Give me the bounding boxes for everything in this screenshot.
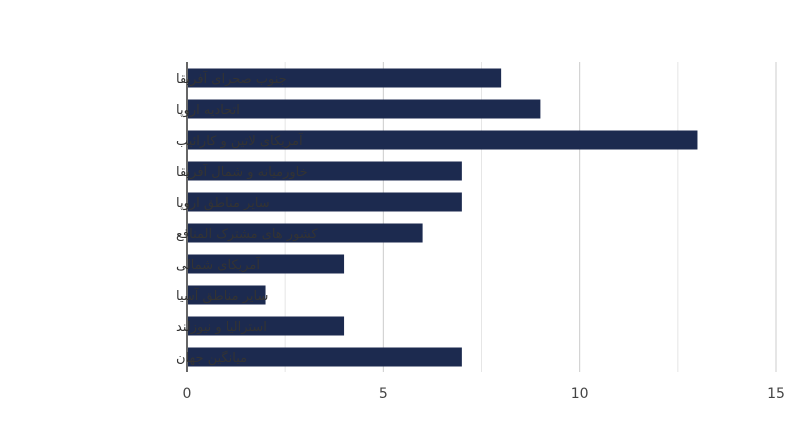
bar[interactable] bbox=[188, 130, 698, 150]
bar[interactable] bbox=[188, 99, 541, 119]
bar[interactable] bbox=[188, 223, 423, 243]
bar[interactable] bbox=[188, 254, 345, 274]
bars bbox=[188, 68, 698, 367]
x-tick-label: 5 bbox=[379, 386, 388, 402]
bar[interactable] bbox=[188, 161, 462, 181]
category-label: خاورمیانه و شمال آفریقا bbox=[176, 163, 308, 180]
x-tick-label: 15 bbox=[767, 386, 785, 402]
x-tick-label: 10 bbox=[571, 386, 589, 402]
bar[interactable] bbox=[188, 285, 266, 305]
category-label: آمریکای لاتین و کارائیب bbox=[176, 132, 304, 149]
category-label: سایر مناطق اروپا bbox=[176, 196, 270, 211]
bar[interactable] bbox=[188, 192, 462, 212]
x-axis-tick-labels: 0 5 10 15 bbox=[183, 386, 785, 402]
category-label: اتحادیه اروپا bbox=[176, 103, 240, 118]
category-label: جنوب صحرای آفریقا bbox=[176, 70, 287, 87]
category-label: سایر مناطق آسیا bbox=[176, 287, 268, 304]
category-label: کشور های مشترک المنافع bbox=[176, 227, 318, 242]
bar[interactable] bbox=[188, 316, 345, 336]
bar[interactable] bbox=[188, 68, 502, 88]
x-tick-label: 0 bbox=[183, 386, 192, 402]
category-label: استرالیا و نیوزلند bbox=[176, 320, 267, 335]
category-labels: جنوب صحرای آفریقا اتحادیه اروپا آمریکای لا… bbox=[176, 70, 318, 366]
category-label: میانگین جهان bbox=[176, 350, 247, 366]
bar[interactable] bbox=[188, 347, 462, 367]
category-label: آمریکای شمالی bbox=[176, 256, 261, 273]
